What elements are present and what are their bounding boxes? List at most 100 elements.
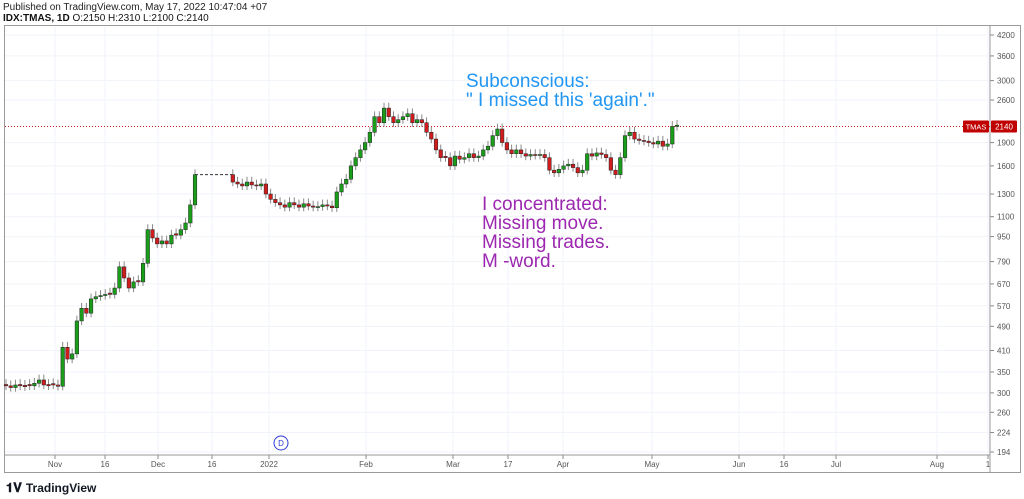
candle [183, 222, 188, 230]
candle [495, 128, 500, 136]
candle [13, 384, 18, 388]
candle [329, 205, 335, 208]
candle [415, 119, 420, 123]
candle [8, 385, 13, 388]
candle [65, 347, 70, 360]
candle [145, 229, 150, 264]
y-tick-label: 194 [997, 448, 1011, 457]
y-tick-label: 2600 [997, 96, 1015, 105]
candle [528, 154, 533, 157]
candle [230, 174, 235, 183]
candle [651, 142, 656, 145]
y-tick-label: 490 [997, 322, 1011, 331]
candle [358, 149, 363, 158]
candle [391, 116, 396, 123]
candle [325, 204, 330, 207]
candle [164, 240, 169, 245]
candle [594, 152, 599, 157]
candle [79, 307, 84, 322]
candle [240, 183, 245, 187]
candle [448, 157, 453, 167]
x-tick-label: Jun [733, 460, 746, 469]
candle [637, 138, 642, 141]
candle [103, 294, 108, 296]
candle [542, 154, 547, 158]
y-tick-label: 1600 [997, 162, 1015, 171]
candle [131, 281, 136, 289]
ohlc-values: O:2150 H:2310 L:2100 C:2140 [72, 13, 209, 24]
candle [367, 132, 372, 143]
candle [514, 149, 519, 154]
y-tick-label: 790 [997, 258, 1011, 267]
candle [159, 240, 164, 245]
x-tick-label: 17 [504, 460, 513, 469]
candle [646, 140, 651, 143]
candle [537, 154, 543, 156]
candle [55, 384, 61, 387]
last-price-value: 2140 [995, 122, 1013, 131]
annotation-subconscious: Subconscious: " I missed this 'again'." [466, 71, 655, 111]
candle [419, 119, 424, 123]
candle [424, 122, 429, 133]
published-info: Published on TradingView.com, May 17, 20… [3, 2, 268, 13]
candle [471, 153, 476, 158]
y-tick-label: 3000 [997, 77, 1015, 86]
candle [533, 154, 538, 156]
candle [74, 320, 79, 355]
candle [46, 384, 51, 387]
candle [504, 142, 509, 151]
tradingview-logo: 𝟏𝐕 TradingView [6, 480, 96, 496]
candle [604, 154, 609, 158]
candle [485, 145, 491, 151]
candle [490, 135, 495, 147]
candle [268, 193, 273, 200]
y-tick-label: 4200 [997, 31, 1015, 40]
candle [429, 132, 434, 140]
candle [613, 169, 618, 175]
candle [98, 295, 103, 297]
y-tick-label: 570 [997, 302, 1011, 311]
candle [674, 124, 680, 127]
candle [169, 234, 174, 245]
x-tick-label: Jul [831, 460, 841, 469]
candle [249, 181, 254, 186]
candle [244, 181, 250, 187]
candle [178, 229, 183, 236]
y-tick-label: 224 [997, 429, 1011, 438]
x-tick-label: Mar [446, 460, 460, 469]
candle [192, 174, 198, 206]
candle [580, 169, 585, 174]
candle [556, 169, 561, 174]
candle [386, 107, 391, 117]
y-tick-label: 260 [997, 408, 1011, 417]
candle [377, 116, 382, 123]
y-tick-label: 670 [997, 280, 1011, 289]
candle [476, 155, 481, 158]
x-tick-label: Aug [930, 460, 944, 469]
annotation-concentrated: I concentrated: Missing move. Missing tr… [482, 194, 610, 272]
candle [400, 116, 405, 120]
y-tick-label: 1900 [997, 139, 1015, 148]
candle [235, 181, 240, 185]
candle [665, 143, 670, 147]
candle [70, 353, 75, 360]
candle [381, 107, 387, 123]
brand-name: TradingView [25, 481, 97, 495]
candle [481, 149, 486, 157]
x-tick-label: 1 [986, 460, 991, 469]
candle [263, 183, 268, 195]
candle [670, 126, 675, 145]
candle [254, 184, 259, 187]
candle [547, 157, 552, 171]
candle [278, 202, 283, 206]
candle [632, 132, 637, 140]
event-marker-dividend [273, 435, 289, 451]
candle [126, 277, 131, 289]
candle [618, 157, 623, 175]
candle [627, 132, 632, 136]
candle [60, 347, 65, 387]
chart-frame[interactable] [4, 25, 1021, 473]
y-tick-label: 410 [997, 347, 1011, 356]
candle [339, 183, 344, 193]
